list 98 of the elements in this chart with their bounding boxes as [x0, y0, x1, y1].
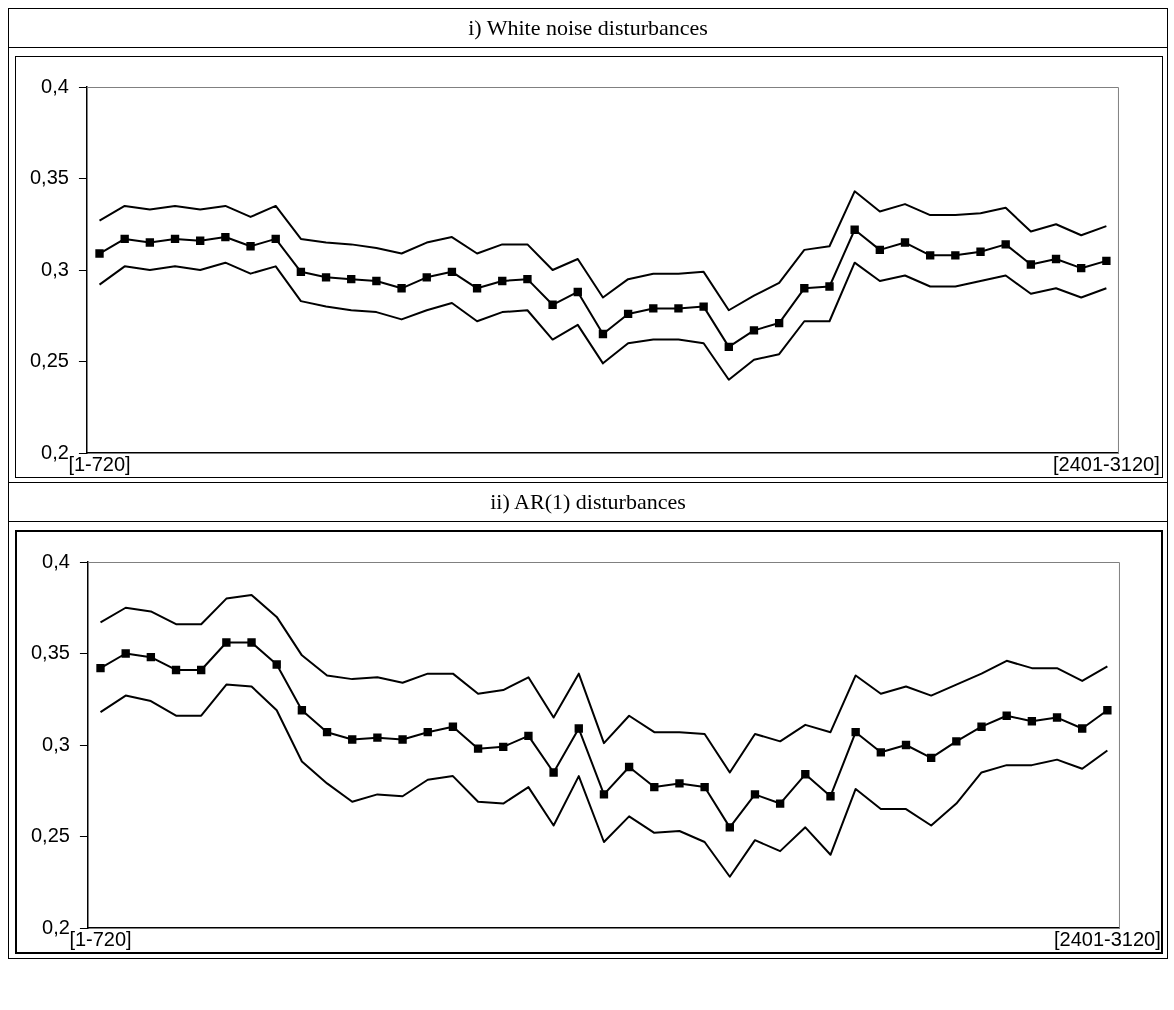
y-tick-label: 0,35: [29, 166, 69, 189]
point: [774, 318, 784, 328]
point: [548, 300, 557, 309]
point: [750, 790, 760, 799]
point: [423, 728, 432, 737]
point: [725, 823, 734, 832]
point: [222, 638, 231, 647]
point: [624, 762, 634, 772]
point: [1103, 706, 1112, 715]
point: [347, 274, 356, 284]
point: [749, 326, 759, 335]
chart-title: ii) AR(1) disturbances: [9, 483, 1167, 522]
y-tick-label: 0,35: [30, 641, 70, 664]
y-tick-label: 0,2: [41, 440, 69, 463]
point: [573, 287, 582, 297]
point: [246, 242, 255, 251]
point: [95, 249, 104, 258]
x-tick-label: [2401-3120]: [1053, 927, 1161, 950]
point: [674, 304, 683, 313]
point: [801, 770, 810, 779]
point: [1052, 713, 1062, 722]
point: [549, 768, 558, 777]
y-tick-label: 0,25: [30, 824, 70, 847]
point: [498, 276, 507, 286]
y-tick-label: 0,2: [42, 915, 70, 938]
point: [951, 251, 960, 260]
point: [649, 304, 658, 313]
point: [96, 663, 105, 673]
point: [724, 342, 733, 352]
point: [1026, 260, 1036, 269]
point: [121, 649, 130, 658]
point: [398, 735, 407, 744]
point: [1051, 254, 1061, 264]
point: [146, 652, 156, 662]
point: [901, 740, 911, 750]
point: [321, 273, 331, 282]
point: [926, 753, 936, 762]
y-tick-label: 0,3: [42, 732, 70, 755]
point: [322, 728, 332, 737]
x-tick-label: [1-720]: [68, 452, 131, 475]
point: [1002, 711, 1011, 720]
point: [448, 722, 458, 731]
point: [271, 234, 280, 244]
chart-title: i) White noise disturbances: [9, 9, 1167, 48]
point: [524, 731, 533, 741]
point: [1077, 263, 1086, 273]
point: [221, 232, 230, 242]
point: [296, 267, 306, 277]
point: [447, 267, 457, 277]
point: [875, 245, 885, 255]
y-tick-label: 0,4: [42, 549, 70, 572]
point: [900, 238, 910, 247]
point: [499, 742, 508, 752]
point: [775, 799, 785, 808]
point: [675, 779, 684, 788]
point: [925, 251, 935, 260]
point: [876, 748, 886, 757]
point: [170, 234, 180, 244]
point: [599, 790, 609, 799]
point: [297, 706, 307, 715]
point: [1027, 717, 1037, 726]
point: [523, 274, 532, 284]
x-tick-label: [2401-3120]: [1052, 452, 1160, 475]
y-tick-label: 0,3: [41, 257, 69, 280]
point: [373, 733, 382, 742]
point: [247, 638, 256, 647]
point: [574, 724, 583, 733]
point: [422, 273, 431, 282]
x-tick-label: [1-720]: [69, 927, 132, 950]
point: [699, 302, 708, 311]
point: [623, 309, 633, 319]
point: [826, 792, 835, 801]
point: [1001, 240, 1010, 249]
point: [1078, 724, 1087, 733]
point: [1102, 256, 1111, 266]
point: [850, 225, 859, 234]
point: [952, 737, 961, 746]
point: [598, 329, 608, 339]
point: [976, 247, 985, 256]
point: [171, 665, 181, 675]
point: [120, 234, 129, 244]
y-tick-label: 0,4: [41, 74, 69, 97]
point: [977, 722, 986, 731]
point: [196, 236, 205, 245]
point: [825, 282, 834, 291]
point: [397, 284, 406, 293]
point: [372, 276, 381, 286]
point: [700, 782, 709, 792]
point: [348, 735, 357, 744]
point: [800, 284, 809, 293]
point: [851, 728, 860, 737]
point: [272, 660, 281, 669]
point: [473, 744, 483, 753]
point: [472, 284, 482, 293]
point: [145, 238, 155, 247]
point: [197, 665, 206, 675]
y-tick-label: 0,25: [29, 349, 69, 372]
point: [650, 782, 659, 792]
